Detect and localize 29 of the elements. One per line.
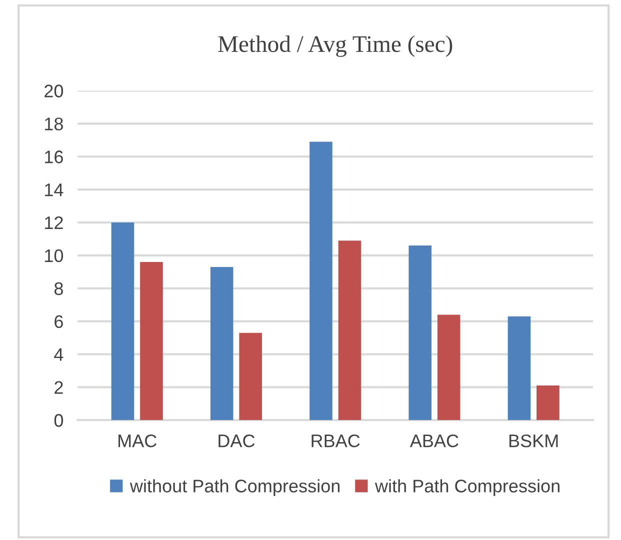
bar <box>536 386 560 420</box>
x-tick-label: MAC <box>118 434 156 448</box>
y-tick-label: 14 <box>45 184 64 196</box>
y-tick-label: 8 <box>54 282 63 296</box>
x-tick-label: ABAC <box>410 434 458 448</box>
bar <box>111 222 134 420</box>
bar <box>437 314 460 420</box>
bar <box>140 262 163 420</box>
y-tick-label: 20 <box>44 84 64 98</box>
x-tick-label: RBAC <box>312 434 360 448</box>
y-tick-label: 2 <box>54 381 63 394</box>
y-tick-label: 12 <box>45 216 63 230</box>
y-tick-label: 10 <box>45 249 64 262</box>
legend-label: without Path Compression <box>130 479 340 496</box>
x-tick-label: DAC <box>218 434 255 448</box>
legend-label: with Path Compression <box>374 479 560 496</box>
bar <box>210 266 234 420</box>
y-tick-label: 16 <box>45 150 63 164</box>
y-tick-label: 18 <box>45 118 63 130</box>
bar <box>508 316 531 420</box>
y-tick-label: 4 <box>54 348 64 361</box>
bar <box>239 332 262 420</box>
bar <box>310 142 332 420</box>
y-tick-label: 6 <box>54 315 63 328</box>
bar <box>338 240 362 420</box>
y-tick-label: 0 <box>54 414 64 427</box>
x-tick-label: BSKM <box>509 434 558 448</box>
chart-title: Method / Avg Time (sec) <box>218 35 452 57</box>
bar <box>408 246 432 420</box>
